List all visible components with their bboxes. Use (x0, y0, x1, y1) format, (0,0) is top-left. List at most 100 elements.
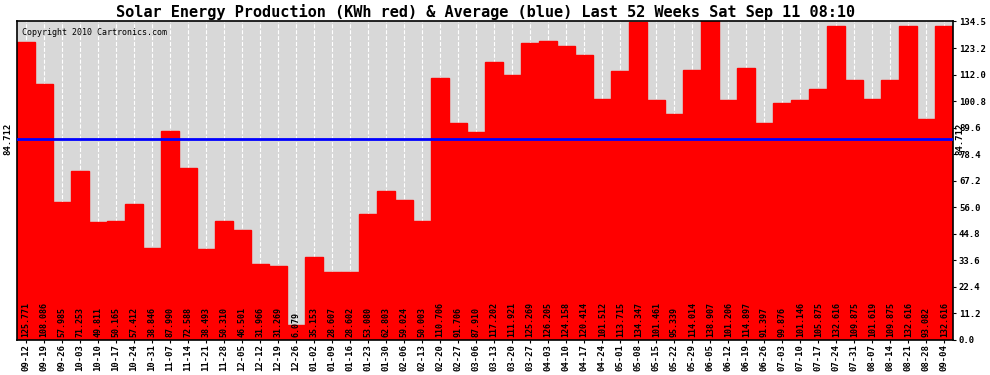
Bar (125, 204, 144, 340)
Bar (107, 221, 125, 340)
Bar (738, 68, 755, 340)
Text: Copyright 2010 Cartronics.com: Copyright 2010 Cartronics.com (22, 28, 166, 37)
Bar (647, 99, 665, 340)
Bar (432, 78, 449, 340)
Text: 101.146: 101.146 (796, 302, 805, 338)
Bar (630, 22, 647, 340)
Text: 72.588: 72.588 (183, 308, 193, 338)
Bar (377, 191, 395, 340)
Bar (575, 55, 593, 340)
Text: 28.602: 28.602 (346, 308, 354, 338)
Bar (287, 326, 305, 340)
Bar (881, 80, 899, 340)
Text: 91.706: 91.706 (453, 308, 462, 338)
Text: 120.414: 120.414 (580, 302, 589, 338)
Text: 62.803: 62.803 (382, 308, 391, 338)
Text: 101.206: 101.206 (724, 302, 733, 338)
Text: 57.412: 57.412 (130, 308, 139, 338)
Bar (773, 104, 791, 340)
Text: 35.153: 35.153 (310, 308, 319, 338)
Bar (413, 221, 432, 340)
Bar (899, 26, 918, 340)
Text: 113.715: 113.715 (616, 302, 625, 338)
Text: 38.493: 38.493 (202, 308, 211, 338)
Text: 46.501: 46.501 (238, 308, 247, 338)
Text: 91.397: 91.397 (759, 308, 769, 338)
Text: 114.014: 114.014 (688, 302, 697, 338)
Text: 101.512: 101.512 (598, 302, 607, 338)
Bar (611, 70, 630, 340)
Text: 87.990: 87.990 (165, 308, 174, 338)
Text: 31.269: 31.269 (273, 308, 282, 338)
Bar (918, 119, 936, 340)
Text: 125.771: 125.771 (22, 302, 31, 338)
Text: 50.003: 50.003 (418, 308, 427, 338)
Bar (936, 26, 953, 340)
Bar (503, 75, 521, 340)
Bar (557, 46, 575, 340)
Text: 108.086: 108.086 (40, 302, 49, 338)
Bar (521, 43, 540, 340)
Bar (791, 100, 810, 340)
Bar (269, 266, 287, 340)
Text: 6.079: 6.079 (292, 312, 301, 338)
Text: 95.339: 95.339 (670, 308, 679, 338)
Bar (665, 114, 683, 340)
Text: 101.619: 101.619 (868, 302, 877, 338)
Text: 138.907: 138.907 (706, 302, 715, 338)
Text: 111.921: 111.921 (508, 302, 517, 338)
Text: 124.158: 124.158 (561, 302, 571, 338)
Bar (161, 132, 179, 340)
Text: 50.165: 50.165 (112, 308, 121, 338)
Text: 134.347: 134.347 (634, 302, 643, 338)
Bar (53, 202, 71, 340)
Bar (701, 11, 720, 340)
Bar (755, 123, 773, 340)
Text: 132.616: 132.616 (832, 302, 841, 338)
Bar (845, 80, 863, 340)
Text: 132.616: 132.616 (940, 302, 948, 338)
Text: 57.985: 57.985 (57, 308, 66, 338)
Text: 125.269: 125.269 (526, 302, 535, 338)
Bar (359, 214, 377, 340)
Bar (215, 220, 233, 340)
Bar (485, 62, 503, 340)
Text: 87.910: 87.910 (471, 308, 481, 338)
Text: 84.712: 84.712 (3, 123, 12, 155)
Text: 114.897: 114.897 (742, 302, 750, 338)
Bar (720, 100, 738, 340)
Bar (863, 99, 881, 340)
Bar (89, 222, 107, 340)
Bar (144, 248, 161, 340)
Text: 132.616: 132.616 (904, 302, 913, 338)
Bar (17, 42, 35, 340)
Text: 101.461: 101.461 (651, 302, 660, 338)
Bar (71, 171, 89, 340)
Bar (810, 89, 828, 340)
Bar (35, 84, 53, 340)
Title: Solar Energy Production (KWh red) & Average (blue) Last 52 Weeks Sat Sep 11 08:1: Solar Energy Production (KWh red) & Aver… (116, 4, 854, 20)
Bar (449, 123, 467, 340)
Text: 50.310: 50.310 (220, 308, 229, 338)
Bar (342, 272, 359, 340)
Bar (683, 70, 701, 340)
Text: 93.082: 93.082 (922, 308, 931, 338)
Text: 38.846: 38.846 (148, 308, 156, 338)
Text: 105.875: 105.875 (814, 302, 823, 338)
Text: 99.876: 99.876 (778, 308, 787, 338)
Bar (395, 200, 413, 340)
Text: 31.966: 31.966 (255, 308, 264, 338)
Bar (251, 264, 269, 340)
Text: 110.706: 110.706 (436, 302, 445, 338)
Text: 117.202: 117.202 (490, 302, 499, 338)
Bar (233, 230, 251, 340)
Bar (179, 168, 197, 340)
Bar (540, 41, 557, 340)
Bar (305, 256, 323, 340)
Bar (323, 272, 342, 340)
Text: 28.607: 28.607 (328, 308, 337, 338)
Text: 59.024: 59.024 (400, 308, 409, 338)
Bar (467, 132, 485, 340)
Text: 109.875: 109.875 (886, 302, 895, 338)
Text: 126.205: 126.205 (544, 302, 552, 338)
